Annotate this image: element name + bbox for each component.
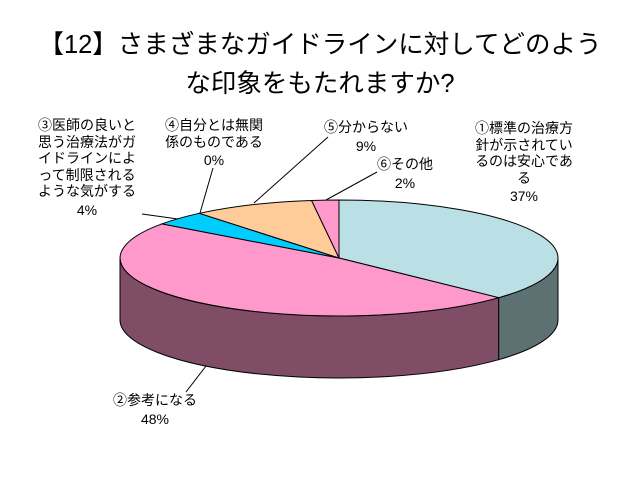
- chart-title: 【12】さまざまなガイドラインに対してどのような印象をもたれますか?: [38, 31, 602, 98]
- leader-line-2: [185, 365, 207, 393]
- leader-line-6: [325, 171, 378, 201]
- pie-side-walls: [119, 257, 559, 379]
- leader-line-5: [253, 136, 329, 204]
- leader-line-3: [141, 213, 179, 220]
- data-label-2-percent: 48%: [140, 410, 170, 427]
- data-label-5-category: ⑤分からない: [324, 119, 408, 135]
- title-area: 【12】さまざまなガイドラインに対してどのような印象をもたれますか?: [0, 26, 640, 104]
- data-label-3-category: ③医師の良いと思う治療法がガイドラインによって制限されるような気がする: [38, 117, 136, 199]
- pie-slice-6: [310, 199, 340, 259]
- pie-slice-5: [197, 199, 340, 259]
- data-label-5: ⑤分からない 9%: [314, 119, 418, 154]
- data-label-3: ③医師の良いと思う治療法がガイドラインによって制限されるような気がする 4%: [35, 117, 139, 218]
- data-label-1-category: ①標準の治療方針が示されているのは安心である: [475, 120, 573, 186]
- leader-line-4: [199, 167, 214, 214]
- pie-slice-2: [119, 223, 501, 317]
- pie-top-faces: [119, 199, 559, 317]
- pie-slice-1: [338, 199, 559, 299]
- data-label-1-percent: 37%: [509, 188, 539, 204]
- data-label-6-category: ⑥その他: [377, 156, 433, 172]
- data-label-3-percent: 4%: [76, 201, 98, 218]
- data-label-4-percent: 0%: [203, 152, 225, 168]
- data-label-6-percent: 2%: [394, 174, 416, 191]
- data-label-6: ⑥その他 2%: [353, 156, 457, 191]
- leader-lines: [141, 136, 378, 393]
- data-label-4-category: ④自分とは無関係のものである: [165, 117, 263, 150]
- data-label-5-percent: 9%: [355, 137, 377, 154]
- data-label-2: ②参考になる 48%: [103, 392, 207, 427]
- data-label-1: ①標準の治療方針が示されているのは安心である 37%: [472, 120, 576, 205]
- data-label-4: ④自分とは無関係のものである 0%: [162, 117, 266, 169]
- data-label-2-category: ②参考になる: [113, 392, 197, 408]
